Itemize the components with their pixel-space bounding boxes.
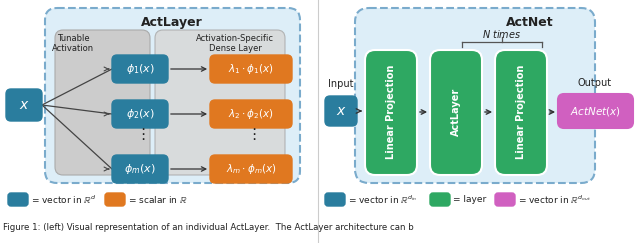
FancyBboxPatch shape [112,155,168,183]
FancyBboxPatch shape [8,193,28,206]
Text: $x$: $x$ [335,104,346,118]
FancyBboxPatch shape [55,30,150,175]
Text: ActLayer: ActLayer [141,16,203,29]
Text: Input: Input [328,79,354,89]
FancyBboxPatch shape [155,30,285,175]
FancyBboxPatch shape [365,50,417,175]
Text: $\phi_1(x)$: $\phi_1(x)$ [125,62,154,76]
FancyBboxPatch shape [325,193,345,206]
FancyBboxPatch shape [325,96,357,126]
Text: = vector in $\mathbb{R}^{d_{in}}$: = vector in $\mathbb{R}^{d_{in}}$ [348,193,417,206]
Text: ActNet: ActNet [506,16,554,29]
FancyBboxPatch shape [558,94,633,128]
Text: Output: Output [578,78,612,88]
FancyBboxPatch shape [495,193,515,206]
FancyBboxPatch shape [112,55,168,83]
FancyBboxPatch shape [45,8,300,183]
Text: $\vdots$: $\vdots$ [246,126,256,142]
Text: = vector in $\mathbb{R}^d$: = vector in $\mathbb{R}^d$ [31,193,97,206]
FancyBboxPatch shape [430,193,450,206]
FancyBboxPatch shape [6,89,42,121]
Text: $x$: $x$ [19,98,29,112]
FancyBboxPatch shape [355,8,595,183]
Text: Figure 1: (left) Visual representation of an individual ActLayer.  The ActLayer : Figure 1: (left) Visual representation o… [3,223,413,232]
FancyBboxPatch shape [105,193,125,206]
Text: $\phi_2(x)$: $\phi_2(x)$ [125,107,154,121]
Text: ActLayer: ActLayer [451,88,461,136]
FancyBboxPatch shape [210,155,292,183]
Text: Activation-Specific
Dense Layer: Activation-Specific Dense Layer [196,34,274,53]
Text: $\phi_m(x)$: $\phi_m(x)$ [124,162,156,176]
Text: = layer: = layer [453,195,486,204]
FancyBboxPatch shape [430,50,482,175]
Text: Tunable
Activation: Tunable Activation [52,34,94,53]
FancyBboxPatch shape [210,55,292,83]
FancyBboxPatch shape [112,100,168,128]
Text: $ActNet(x)$: $ActNet(x)$ [570,104,620,118]
Text: $\lambda_m \cdot \phi_m(x)$: $\lambda_m \cdot \phi_m(x)$ [225,162,276,176]
Text: $\vdots$: $\vdots$ [135,126,145,142]
Text: $\lambda_1 \cdot \phi_1(x)$: $\lambda_1 \cdot \phi_1(x)$ [228,62,274,76]
Text: = vector in $\mathbb{R}^{d_{out}}$: = vector in $\mathbb{R}^{d_{out}}$ [518,193,591,206]
FancyBboxPatch shape [210,100,292,128]
Text: Linear Projection: Linear Projection [386,65,396,159]
FancyBboxPatch shape [495,50,547,175]
Text: $\lambda_2 \cdot \phi_2(x)$: $\lambda_2 \cdot \phi_2(x)$ [228,107,274,121]
Text: $N$ times: $N$ times [483,28,522,40]
Text: = scalar in $\mathbb{R}$: = scalar in $\mathbb{R}$ [128,194,188,205]
Text: Linear Projection: Linear Projection [516,65,526,159]
